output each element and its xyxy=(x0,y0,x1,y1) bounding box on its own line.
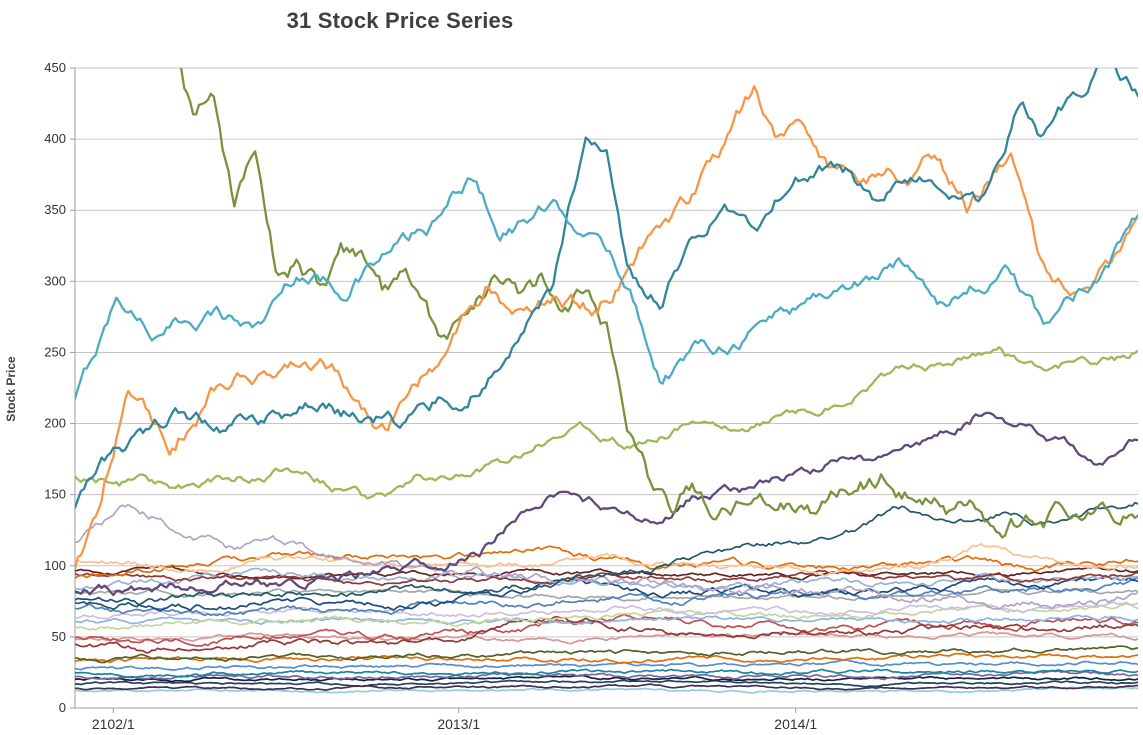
line-series-23 xyxy=(75,652,1138,664)
line-series-05 xyxy=(75,345,1138,500)
line-series-24 xyxy=(75,659,1138,671)
line-series-02 xyxy=(75,68,1138,509)
line-series-12 xyxy=(75,567,1138,592)
series-group xyxy=(75,68,1138,694)
line-series-07 xyxy=(75,501,1138,611)
line-series-18 xyxy=(75,615,1138,654)
line-series-01 xyxy=(75,177,1138,401)
line-series-25 xyxy=(75,668,1138,679)
line-series-27 xyxy=(75,674,1138,683)
y-tick-label: 400 xyxy=(44,131,66,146)
line-series-21 xyxy=(75,630,1138,645)
line-series-22 xyxy=(75,645,1138,664)
line-series-09 xyxy=(75,543,1138,577)
line-series-14 xyxy=(75,575,1138,612)
line-series-31 xyxy=(75,587,1138,602)
line-series-19 xyxy=(75,614,1138,626)
line-series-10 xyxy=(75,545,1138,579)
x-tick-label: 2102/1 xyxy=(92,716,135,732)
line-series-16 xyxy=(75,601,1138,620)
x-tick-label: 2014/1 xyxy=(774,716,817,732)
x-tick-label: 2013/1 xyxy=(437,716,480,732)
y-tick-label: 150 xyxy=(44,487,66,502)
y-tick-label: 350 xyxy=(44,202,66,217)
line-series-17 xyxy=(75,602,1138,631)
y-tick-label: 250 xyxy=(44,344,66,359)
line-series-30 xyxy=(75,679,1138,688)
y-tick-label: 100 xyxy=(44,558,66,573)
line-series-15 xyxy=(75,576,1138,617)
y-tick-label: 300 xyxy=(44,273,66,288)
y-tick-label: 200 xyxy=(44,416,66,431)
line-series-04 xyxy=(179,68,1138,539)
chart-title: 31 Stock Price Series xyxy=(286,8,514,33)
line-series-06 xyxy=(75,411,1138,597)
line-series-28 xyxy=(75,683,1138,691)
line-series-29 xyxy=(75,686,1138,694)
y-tick-label: 50 xyxy=(52,629,66,644)
line-series-08 xyxy=(75,503,1138,611)
line-series-03 xyxy=(75,84,1138,570)
line-series-20 xyxy=(75,613,1138,647)
y-tick-label: 0 xyxy=(59,700,66,715)
y-tick-label: 450 xyxy=(44,60,66,75)
line-series-26 xyxy=(75,670,1138,681)
